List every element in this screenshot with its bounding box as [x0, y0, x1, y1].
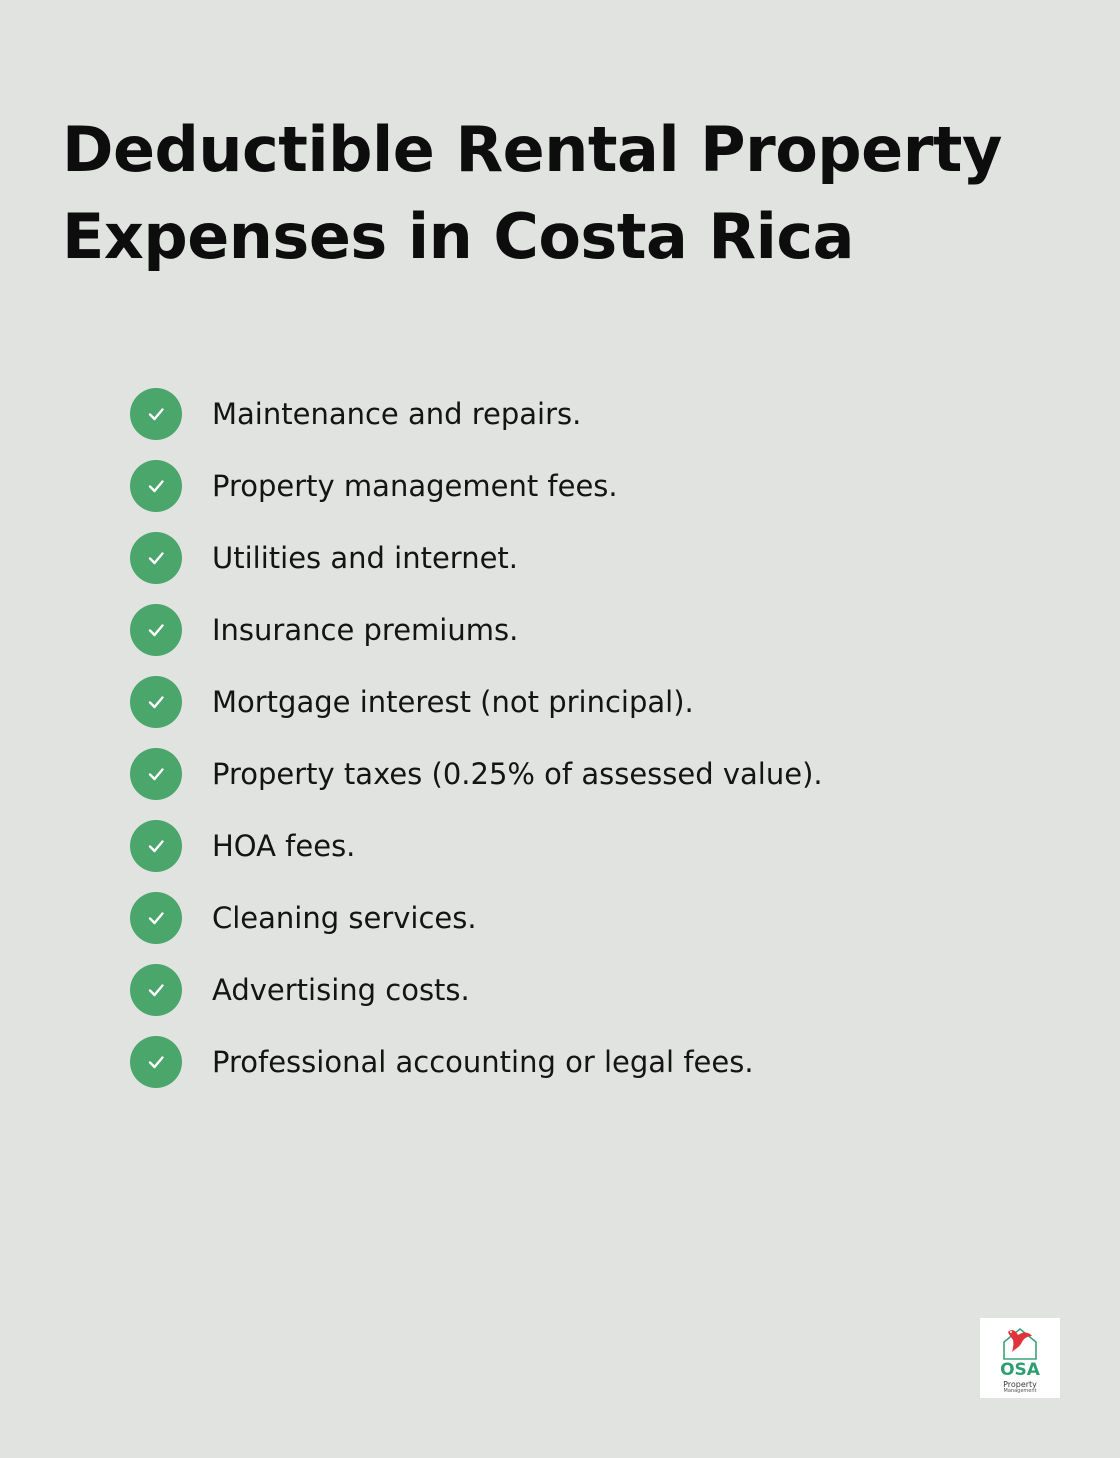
list-item-label: Property management fees. [212, 469, 618, 503]
logo-line-2: Management [1003, 1388, 1037, 1394]
expense-list: Maintenance and repairs. Property manage… [130, 368, 823, 1108]
list-item-label: Advertising costs. [212, 973, 470, 1007]
list-item-label: Maintenance and repairs. [212, 397, 582, 431]
list-item: Insurance premiums. [130, 584, 823, 676]
list-item: Advertising costs. [130, 944, 823, 1036]
list-item-label: Cleaning services. [212, 901, 477, 935]
list-item-label: HOA fees. [212, 829, 356, 863]
check-icon [130, 388, 182, 440]
check-icon [130, 1036, 182, 1088]
company-logo: OSA Property Management [980, 1318, 1060, 1398]
check-icon [130, 676, 182, 728]
list-item: Utilities and internet. [130, 512, 823, 604]
list-item: Property taxes (0.25% of assessed value)… [130, 728, 823, 820]
logo-name: OSA [1000, 1360, 1040, 1380]
check-icon [130, 748, 182, 800]
list-item-label: Property taxes (0.25% of assessed value)… [212, 757, 823, 791]
page-title: Deductible Rental Property Expenses in C… [62, 113, 1002, 273]
check-icon [130, 964, 182, 1016]
list-item: Cleaning services. [130, 872, 823, 964]
logo-line-1: Property [1003, 1380, 1037, 1389]
bird-house-icon [1003, 1327, 1037, 1360]
check-icon [130, 604, 182, 656]
list-item-label: Utilities and internet. [212, 541, 519, 575]
list-item-label: Mortgage interest (not principal). [212, 685, 694, 719]
list-item: Professional accounting or legal fees. [130, 1016, 823, 1108]
check-icon [130, 892, 182, 944]
list-item-label: Insurance premiums. [212, 613, 519, 647]
list-item-label: Professional accounting or legal fees. [212, 1045, 754, 1079]
list-item: Mortgage interest (not principal). [130, 656, 823, 748]
list-item: Property management fees. [130, 440, 823, 532]
check-icon [130, 820, 182, 872]
check-icon [130, 532, 182, 584]
list-item: Maintenance and repairs. [130, 368, 823, 460]
list-item: HOA fees. [130, 800, 823, 892]
check-icon [130, 460, 182, 512]
